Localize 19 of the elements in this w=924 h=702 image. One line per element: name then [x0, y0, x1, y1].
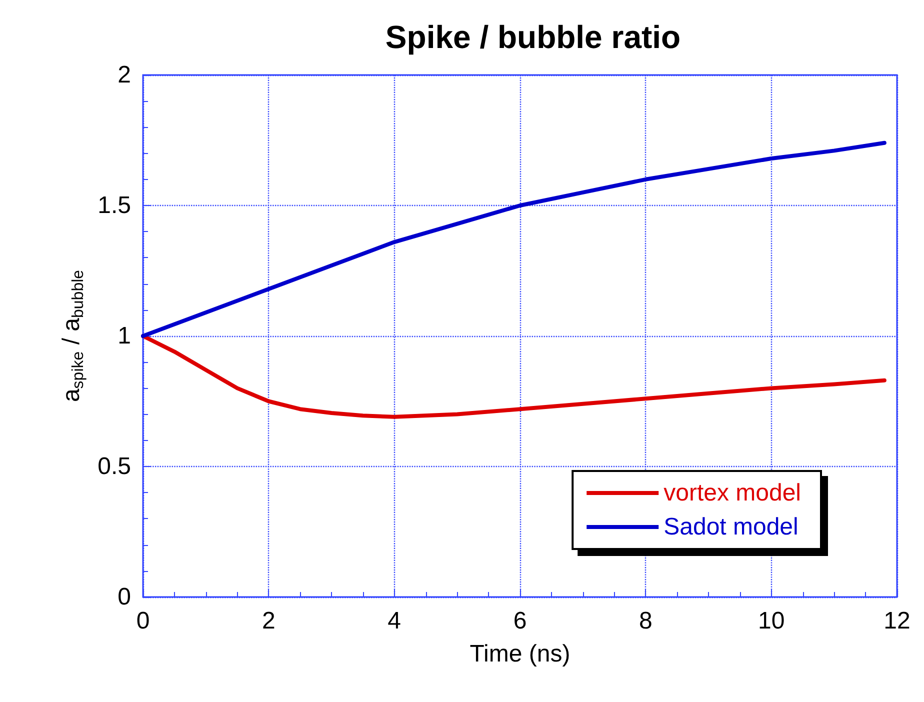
y-tick-label: 0.5: [98, 453, 131, 480]
chart-title: Spike / bubble ratio: [385, 19, 681, 55]
legend-label: Sadot model: [664, 514, 798, 540]
x-tick-label: 2: [262, 608, 276, 634]
x-axis-title: Time (ns): [470, 640, 570, 668]
line-series: [141, 140, 886, 338]
y-tick-label: 1.5: [98, 192, 131, 219]
y-tick-label: 1: [118, 322, 131, 350]
x-tick-label: 12: [884, 608, 910, 634]
legend-label: vortex model: [664, 480, 801, 506]
x-tick-label: 0: [136, 608, 150, 634]
line-series: [141, 334, 886, 419]
x-tick-label: 8: [638, 608, 652, 634]
y-tick-label: 2: [118, 62, 131, 88]
y-axis-title: aspike / abubble: [58, 270, 88, 402]
x-tick-label: 10: [758, 608, 785, 634]
y-tick-label: 0: [118, 584, 131, 610]
x-tick-label: 4: [388, 608, 402, 634]
x-tick-label: 6: [513, 608, 527, 634]
